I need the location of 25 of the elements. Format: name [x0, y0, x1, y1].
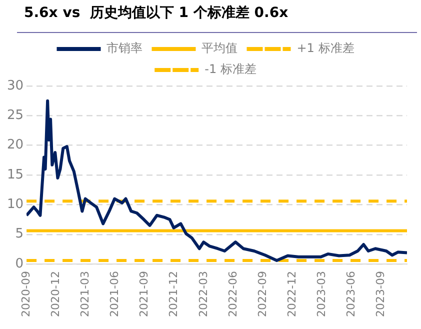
x-tick-label: 2022-06 [226, 271, 240, 318]
y-tick-label: 5 [15, 226, 24, 242]
x-tick-label: 2022-03 [196, 271, 210, 318]
x-tick-label: 2021-03 [78, 271, 92, 318]
y-tick-label: 20 [6, 138, 24, 153]
x-tick-label: 2023-09 [374, 271, 388, 318]
x-tick-label: 2020-09 [19, 271, 32, 318]
x-tick-label: 2021-09 [138, 271, 151, 318]
y-tick-label: 30 [6, 78, 24, 94]
chart-title: 5.6x vs 历史均值以下 1 个标准差 0.6x [24, 4, 288, 22]
x-tick-label: 2020-12 [48, 271, 62, 318]
x-tick-label: 2023-06 [344, 271, 358, 318]
legend-label: -1 标准差 [204, 62, 256, 76]
x-tick-label: 2023-03 [315, 271, 328, 318]
x-tick-label: 2022-09 [256, 271, 269, 318]
y-tick-label: 15 [6, 167, 24, 182]
y-tick-label: 0 [15, 256, 24, 272]
y-tick-label: 25 [6, 108, 24, 124]
x-tick-label: 2021-12 [167, 271, 180, 318]
legend-label: +1 标准差 [296, 41, 354, 56]
legend-label: 平均值 [202, 41, 238, 56]
y-tick-label: 10 [6, 197, 24, 212]
x-tick-label: 2022-12 [286, 271, 299, 318]
legend-label: 市销率 [106, 41, 143, 56]
x-tick-label: 2021-06 [108, 271, 122, 318]
